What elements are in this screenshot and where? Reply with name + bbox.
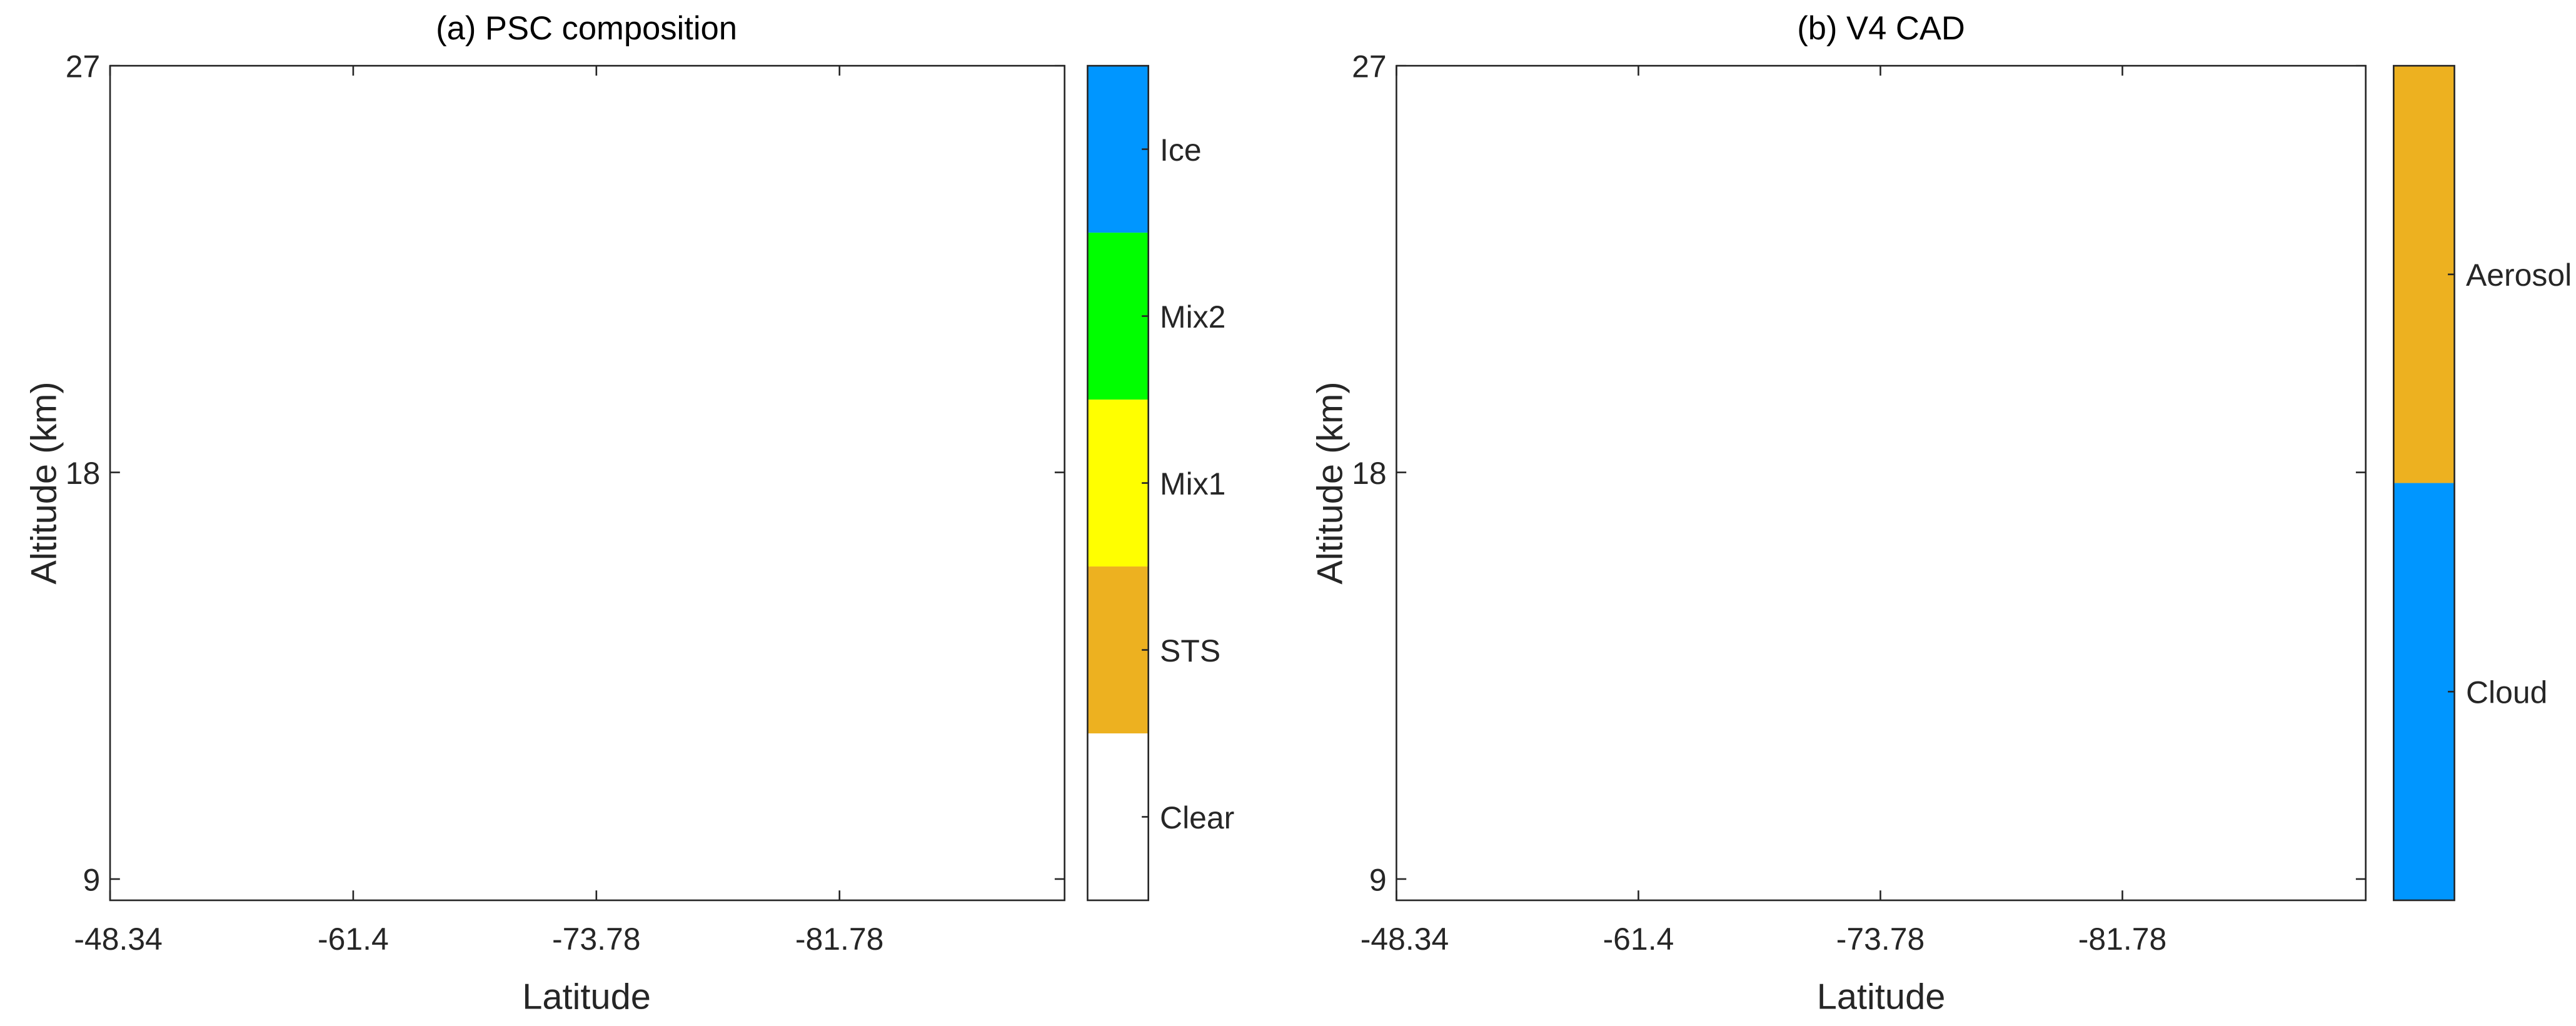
chart-title: (a) PSC composition [436, 10, 737, 47]
panel-a-psc-composition: (a) PSC composition -48.34 -61.4 -73.78 -81… [24, 10, 1234, 1017]
